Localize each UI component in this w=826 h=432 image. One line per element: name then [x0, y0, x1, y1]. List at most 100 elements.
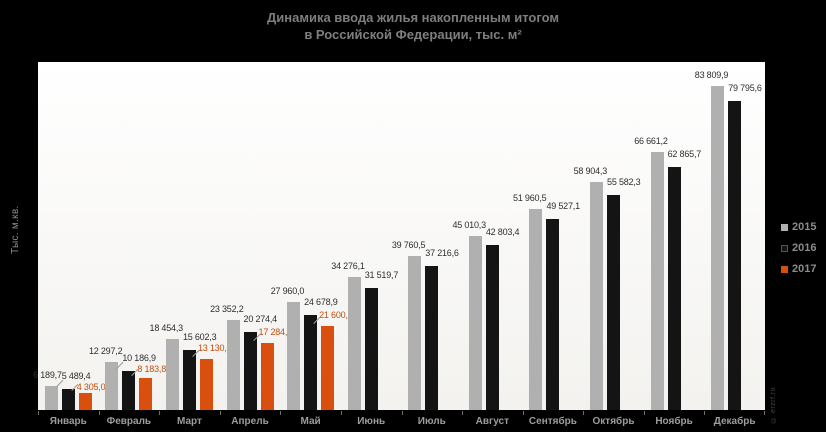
value-label-2015: 27 960,0 [270, 285, 305, 296]
bar-2015 [287, 301, 301, 410]
legend-swatch-2015 [781, 223, 788, 231]
x-axis-label-3: Март [177, 416, 202, 427]
value-label-2016: 62 865,7 [667, 148, 702, 159]
bar-2016 [243, 331, 257, 410]
bar-2016 [667, 166, 681, 410]
bar-group-8: 45 010,3 42 803,4 [452, 62, 520, 410]
bar-group-12: 83 809,9 79 795,6 [695, 62, 762, 410]
x-axis-label-7: Июль [417, 416, 446, 427]
bar-group-3: 18 454,3 15 602,3 13 130,4 [150, 62, 232, 410]
value-label-2016: 24 678,9 [304, 296, 338, 307]
axis-tick [523, 411, 524, 415]
value-label-2017: 8 183,8 [137, 363, 167, 374]
bar-2015 [590, 182, 604, 410]
value-label-2015: 18 454,3 [149, 322, 184, 333]
bar-2017 [78, 393, 92, 410]
value-label-2016: 42 803,4 [485, 226, 520, 237]
bar-2015 [408, 256, 422, 410]
value-label-2016: 55 582,3 [607, 177, 641, 188]
bar-group-10: 58 904,3 55 582,3 [574, 62, 641, 410]
value-label-2015: 12 297,2 [88, 346, 123, 357]
copyright-watermark: © erzrf.ru [770, 386, 777, 423]
axis-tick [583, 411, 584, 415]
bar-2015 [347, 277, 361, 410]
bar-2015 [165, 338, 179, 410]
axis-tick [341, 411, 342, 415]
y-axis-title: Тыс. м.кв. [10, 205, 21, 255]
value-label-2015: 45 010,3 [452, 219, 486, 230]
axis-tick [764, 411, 765, 415]
chart-title: Динамика ввода жилья накопленным итогом … [0, 9, 826, 43]
axis-tick [644, 411, 645, 415]
bar-2017 [199, 359, 213, 410]
legend: 2015 2016 2017 [781, 221, 816, 284]
bar-2015 [226, 319, 240, 410]
chart-title-line1: Динамика ввода жилья накопленным итогом [267, 10, 559, 25]
value-label-2017: 13 130,4 [197, 343, 232, 354]
legend-label-2017: 2017 [792, 263, 817, 275]
bar-2016 [61, 388, 75, 410]
axis-tick [402, 411, 403, 415]
value-label-2015: 66 661,2 [634, 136, 668, 147]
bar-2016 [304, 314, 318, 410]
value-label-2017: 4 305,0 [76, 381, 106, 392]
value-label-2016: 20 274,4 [243, 313, 278, 324]
x-axis: Январь Февраль Март Апрель Май Июнь Июль Август… [38, 410, 765, 432]
plot-area: 6 189,7 5 489,4 4 305,0 12 297,2 10 186,9 8 1… [33, 62, 765, 410]
x-axis-label-5: Май [300, 416, 321, 427]
x-axis-label-4: Апрель [231, 416, 269, 427]
chart-title-line2: в Российской Федерации, тыс. м² [304, 27, 522, 42]
axis-tick [462, 411, 463, 415]
axis-tick [220, 411, 221, 415]
value-label-2015: 51 960,5 [513, 193, 547, 204]
bar-2015 [529, 209, 543, 410]
bar-2015 [711, 85, 725, 410]
value-label-2015: 83 809,9 [694, 69, 729, 80]
value-label-2016: 37 216,6 [425, 248, 459, 259]
bar-2016 [728, 101, 742, 410]
axis-tick [159, 411, 160, 415]
bar-group-5: 27 960,0 24 678,9 21 600,0 [271, 62, 353, 410]
value-label-2017: 21 600,0 [319, 310, 353, 321]
x-axis-label-12: Декабрь [713, 416, 756, 427]
legend-swatch-2016 [781, 244, 788, 252]
bar-group-1: 6 189,7 5 489,4 4 305,0 [33, 62, 106, 410]
bar-group-6: 34 276,1 31 519,7 [331, 62, 398, 410]
value-label-2016: 49 527,1 [546, 200, 580, 211]
value-label-2016: 10 186,9 [122, 352, 156, 363]
bar-2015 [105, 362, 119, 410]
value-label-2016: 5 489,4 [61, 370, 91, 381]
bar-2016 [425, 266, 439, 410]
bar-group-11: 66 661,2 62 865,7 [634, 62, 702, 410]
x-axis-label-11: Ноябрь [655, 416, 693, 427]
value-label-2015: 34 276,1 [331, 261, 365, 272]
legend-item-2016: 2016 [781, 242, 816, 254]
axis-tick [280, 411, 281, 415]
x-axis-label-9: Сентябрь [528, 416, 577, 427]
legend-item-2015: 2015 [781, 221, 816, 233]
bar-2015 [44, 386, 58, 410]
bar-group-9: 51 960,5 49 527,1 [513, 62, 580, 410]
bar-2016 [364, 288, 378, 410]
value-label-2015: 39 760,5 [391, 240, 426, 251]
x-axis-label-2: Февраль [106, 416, 152, 427]
x-axis-label-6: Июнь [357, 416, 386, 427]
bar-2017 [321, 326, 335, 410]
axis-tick [99, 411, 100, 415]
value-label-2015: 6 189,7 [33, 370, 62, 381]
x-axis-label-10: Октябрь [592, 416, 635, 427]
legend-label-2016: 2016 [792, 242, 817, 254]
bar-group-4: 23 352,2 20 274,4 17 284,8 [210, 62, 292, 410]
value-label-2016: 15 602,3 [182, 331, 217, 342]
x-axis-label-8: Август [475, 416, 509, 427]
bar-2015 [650, 152, 664, 410]
value-label-2016: 79 795,6 [728, 83, 762, 94]
value-label-2017: 17 284,8 [258, 327, 293, 338]
bar-2017 [260, 343, 274, 410]
x-axis-label-1: Январь [49, 416, 87, 427]
bar-2016 [122, 370, 136, 410]
bar-2016 [485, 244, 499, 410]
value-label-2015: 23 352,2 [210, 303, 244, 314]
value-label-2015: 58 904,3 [573, 166, 608, 177]
x-axis-labels: Январь Февраль Март Апрель Май Июнь Июль Август… [38, 410, 765, 427]
